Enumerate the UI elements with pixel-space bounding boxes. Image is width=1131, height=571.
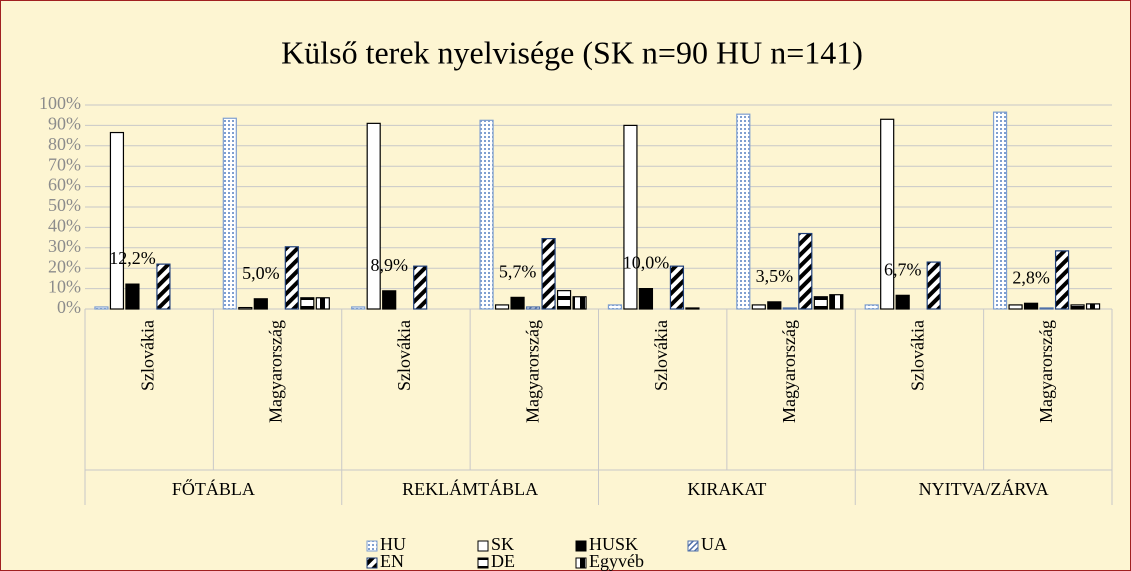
value-label: 3,5% [756,266,794,286]
group-label: REKLÁMTÁBLA [402,478,538,499]
bar [366,122,381,310]
legend-swatch [575,540,587,552]
bar [992,111,1008,310]
bar [238,306,253,310]
bar [572,296,587,310]
bar [607,304,623,310]
bar [351,306,366,310]
y-tick-label: 20% [48,256,81,276]
y-tick-label: 40% [48,216,81,236]
bar [782,307,797,310]
bar [1054,250,1070,310]
legend-label: DE [491,551,515,571]
legend-label: EN [380,551,404,571]
bar [94,306,109,310]
y-tick-label: 100% [39,93,81,113]
legend-swatch [477,540,489,552]
bar [1085,303,1101,310]
legend-swatch [366,557,378,569]
bar [1070,304,1085,310]
y-tick-label: 0% [57,297,81,317]
legend-label: Egyvéb [589,551,644,571]
bar [525,306,541,310]
bar [895,294,910,310]
value-label: 5,0% [242,263,280,283]
value-label: 12,2% [109,248,156,268]
bar [1023,302,1039,310]
bar [926,261,941,310]
bar [556,290,572,310]
bar [623,124,638,310]
bar [736,113,751,310]
y-tick-label: 80% [48,134,81,154]
bar [156,263,171,310]
legend-swatch [477,557,489,569]
y-tick-label: 70% [48,154,81,174]
bar [125,283,140,310]
bar [315,297,330,310]
group-label: NYITVA/ZÁRVA [919,478,1049,499]
legend-swatch [575,557,587,569]
bar [829,294,844,310]
bar [1008,304,1023,310]
x-tick-label: Szlovákia [908,320,928,391]
bar [669,265,685,310]
y-tick-label: 60% [48,175,81,195]
bar [751,304,766,310]
bar [685,307,700,310]
y-tick-label: 50% [48,195,81,215]
bar [798,232,813,310]
value-label: 5,7% [499,261,537,281]
bar [638,288,654,310]
y-tick-label: 90% [48,114,81,134]
group-label: FŐTÁBLA [172,478,255,499]
bar [494,304,510,310]
x-tick-label: Szlovákia [651,320,671,391]
bar [541,238,556,310]
value-label: 6,7% [884,259,922,279]
x-tick-label: Szlovákia [394,320,414,391]
x-tick-label: Magyarország [1036,320,1056,423]
bar [880,118,895,310]
group-label: KIRAKAT [687,479,766,499]
legend-label: HUSK [589,534,638,554]
bar [109,131,125,310]
bar [479,119,494,310]
bar [300,297,315,310]
bar [864,304,879,310]
bar [253,298,268,310]
value-label: 2,8% [1012,267,1050,287]
y-tick-label: 10% [48,277,81,297]
legend-label: UA [701,534,727,554]
x-tick-label: Magyarország [266,320,286,423]
bar [284,246,299,310]
bar [413,265,428,310]
chart-title: Külső terek nyelvisége (SK n=90 HU n=141… [281,34,863,70]
bar [510,296,525,310]
bar [813,296,828,310]
bar [222,117,237,310]
y-tick-label: 30% [48,236,81,256]
legend-swatch [687,540,699,552]
bar [767,301,782,310]
value-label: 10,0% [623,253,670,273]
x-tick-label: Szlovákia [137,320,157,391]
legend-label: HU [380,534,406,554]
bar [382,290,397,310]
x-tick-label: Magyarország [779,320,799,423]
legend-label: SK [491,534,514,554]
value-label: 8,9% [370,255,408,275]
x-tick-label: Magyarország [522,320,542,423]
legend-swatch [366,540,378,552]
bar [1039,307,1054,310]
